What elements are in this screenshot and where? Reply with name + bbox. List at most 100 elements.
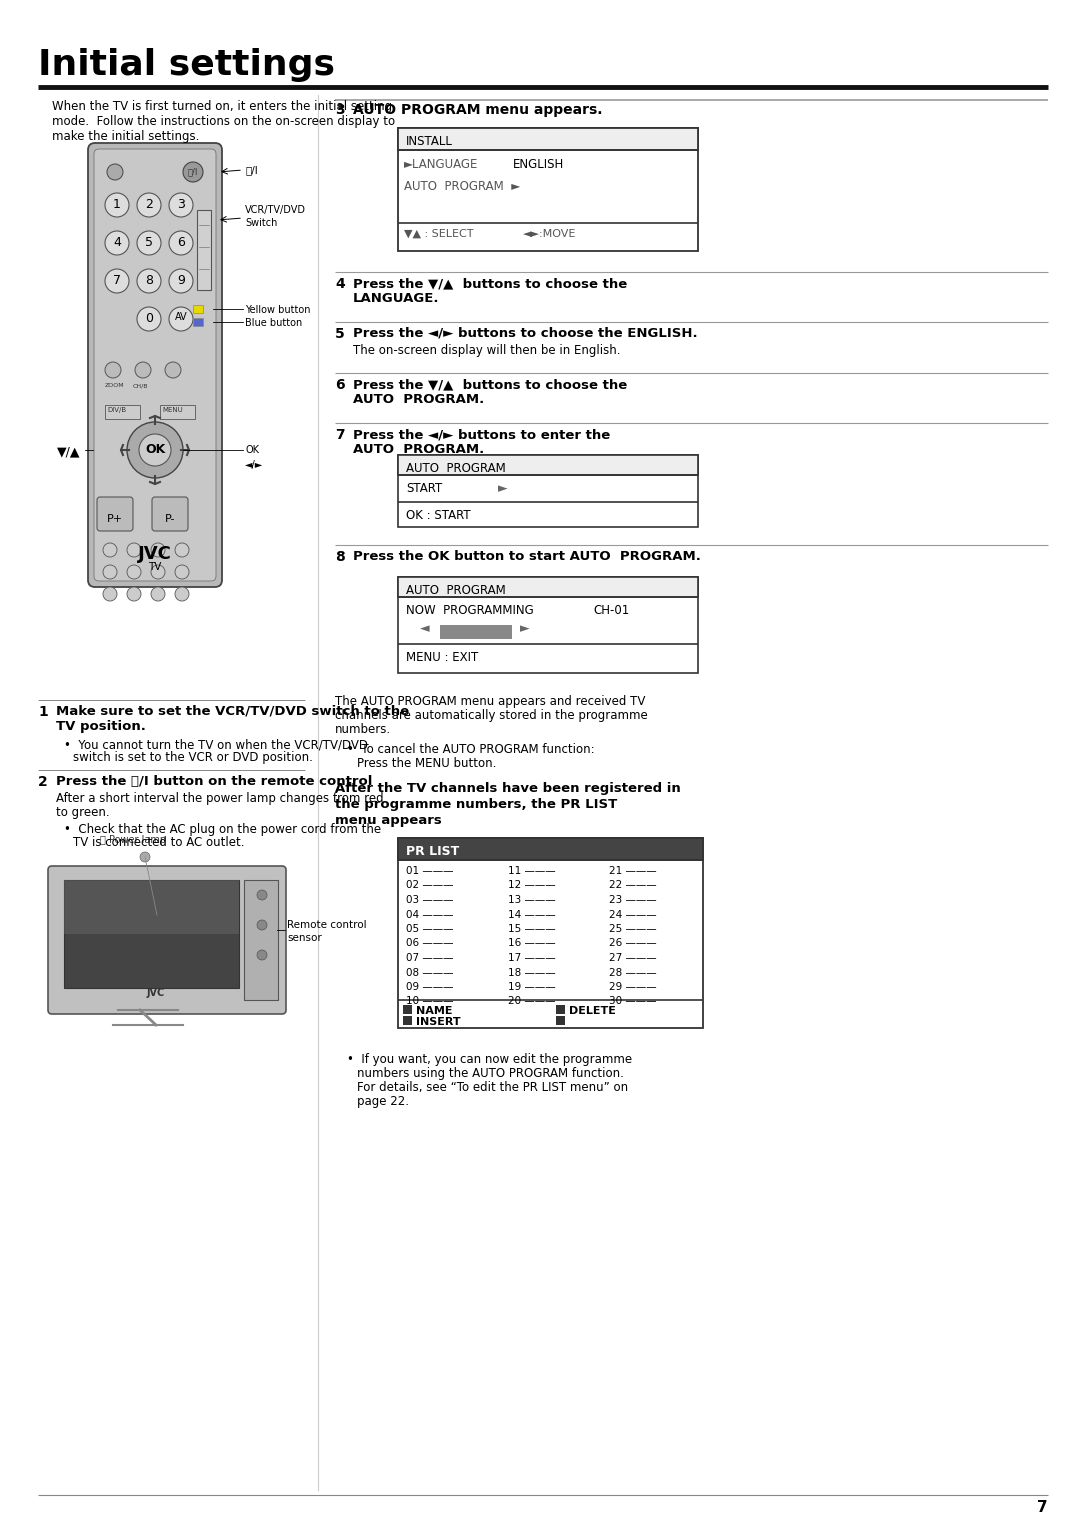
Text: TV is connected to AC outlet.: TV is connected to AC outlet.: [73, 836, 244, 848]
Text: 0: 0: [145, 311, 153, 325]
Bar: [64, 881, 239, 987]
Text: sensor: sensor: [287, 932, 322, 943]
Text: AUTO  PROGRAM.: AUTO PROGRAM.: [353, 394, 484, 406]
Text: AV: AV: [175, 311, 187, 322]
Text: 19 ———: 19 ———: [508, 983, 555, 992]
FancyBboxPatch shape: [94, 150, 216, 581]
Text: VCR/TV/DVD: VCR/TV/DVD: [245, 204, 306, 215]
Text: 8: 8: [335, 549, 345, 565]
Text: NOW  PROGRAMMING: NOW PROGRAMMING: [406, 604, 534, 617]
Text: ◄/►: ◄/►: [245, 459, 264, 470]
Text: AUTO  PROGRAM  ►: AUTO PROGRAM ►: [404, 180, 521, 192]
Circle shape: [175, 565, 189, 578]
Text: ►: ►: [498, 482, 508, 494]
Bar: [440, 626, 512, 639]
Text: 20 ———: 20 ———: [508, 996, 555, 1007]
Circle shape: [168, 230, 193, 255]
Bar: [399, 128, 698, 150]
Text: 1: 1: [38, 705, 48, 719]
Text: INSTALL: INSTALL: [406, 134, 453, 148]
Text: After the TV channels have been registered in: After the TV channels have been register…: [335, 781, 680, 795]
Text: 8: 8: [145, 275, 153, 287]
Text: ⏽/I: ⏽/I: [245, 165, 258, 175]
Text: NAME: NAME: [416, 1006, 453, 1016]
Text: CH-01: CH-01: [593, 604, 630, 617]
Text: 4: 4: [335, 278, 345, 291]
Circle shape: [105, 362, 121, 378]
Circle shape: [168, 269, 193, 293]
Text: 1: 1: [113, 198, 121, 211]
Bar: [403, 1016, 411, 1025]
Text: 16 ———: 16 ———: [508, 938, 555, 949]
Text: For details, see “To edit the PR LIST menu” on: For details, see “To edit the PR LIST me…: [357, 1080, 629, 1094]
Circle shape: [103, 565, 117, 578]
Text: page 22.: page 22.: [357, 1096, 409, 1108]
Text: TV position.: TV position.: [56, 720, 146, 732]
Text: ▼/▲: ▼/▲: [57, 446, 81, 458]
Text: 10 ———: 10 ———: [406, 996, 454, 1007]
Text: ◄: ◄: [420, 623, 430, 635]
Text: 03 ———: 03 ———: [406, 896, 454, 905]
Bar: [64, 881, 239, 934]
Text: 7: 7: [1038, 1500, 1048, 1515]
Circle shape: [127, 588, 141, 601]
Text: numbers.: numbers.: [335, 723, 391, 736]
Text: ►: ►: [519, 623, 529, 635]
Circle shape: [168, 307, 193, 331]
Text: OK: OK: [245, 446, 259, 455]
Text: CH/B: CH/B: [133, 383, 149, 388]
Text: The AUTO PROGRAM menu appears and received TV: The AUTO PROGRAM menu appears and receiv…: [335, 694, 646, 708]
FancyBboxPatch shape: [48, 865, 286, 1013]
Text: AUTO  PROGRAM: AUTO PROGRAM: [406, 584, 505, 597]
Text: Press the ▼/▲  buttons to choose the: Press the ▼/▲ buttons to choose the: [353, 378, 627, 391]
Text: Switch: Switch: [245, 218, 278, 227]
Text: Yellow button: Yellow button: [245, 305, 311, 314]
Circle shape: [175, 588, 189, 601]
Text: Initial settings: Initial settings: [38, 47, 335, 82]
FancyBboxPatch shape: [97, 497, 133, 531]
Text: 6: 6: [177, 237, 185, 249]
Text: Make sure to set the VCR/TV/DVD switch to the: Make sure to set the VCR/TV/DVD switch t…: [56, 705, 409, 719]
Text: 7: 7: [113, 275, 121, 287]
FancyBboxPatch shape: [87, 143, 222, 588]
Text: ⏽ Power lamp: ⏽ Power lamp: [100, 835, 166, 845]
Text: Press the ⏽/I button on the remote control: Press the ⏽/I button on the remote contr…: [56, 775, 373, 787]
Text: DELETE: DELETE: [568, 1006, 616, 1016]
Text: 7: 7: [335, 427, 345, 443]
Text: 08 ———: 08 ———: [406, 967, 454, 978]
Text: ZOOM: ZOOM: [105, 383, 124, 388]
Text: ENGLISH: ENGLISH: [513, 159, 564, 171]
Text: 05 ———: 05 ———: [406, 925, 454, 934]
Circle shape: [140, 852, 150, 862]
Bar: [399, 128, 698, 250]
Text: Press the ◄/► buttons to choose the ENGLISH.: Press the ◄/► buttons to choose the ENGL…: [353, 327, 698, 340]
Text: 25 ———: 25 ———: [609, 925, 657, 934]
Text: ▼▲ : SELECT: ▼▲ : SELECT: [404, 229, 473, 240]
Text: ◄►:MOVE: ◄►:MOVE: [523, 229, 577, 240]
Text: LANGUAGE.: LANGUAGE.: [353, 291, 440, 305]
Text: P+: P+: [107, 514, 123, 523]
Text: PR LIST: PR LIST: [406, 845, 459, 858]
Text: TV: TV: [148, 562, 162, 572]
Text: 29 ———: 29 ———: [609, 983, 657, 992]
Circle shape: [137, 230, 161, 255]
FancyBboxPatch shape: [152, 497, 188, 531]
Circle shape: [105, 230, 129, 255]
Circle shape: [257, 890, 267, 900]
Circle shape: [151, 565, 165, 578]
Text: OK: OK: [145, 443, 165, 456]
Text: Press the ▼/▲  buttons to choose the: Press the ▼/▲ buttons to choose the: [353, 278, 627, 290]
Text: 15 ———: 15 ———: [508, 925, 555, 934]
Text: 26 ———: 26 ———: [609, 938, 657, 949]
Text: 2: 2: [38, 775, 48, 789]
Text: 04 ———: 04 ———: [406, 909, 454, 920]
Circle shape: [165, 362, 181, 378]
Circle shape: [103, 588, 117, 601]
Text: switch is set to the VCR or DVD position.: switch is set to the VCR or DVD position…: [73, 751, 313, 765]
Bar: [105, 404, 140, 420]
Circle shape: [127, 565, 141, 578]
Text: 5: 5: [335, 327, 345, 340]
Text: •  Check that the AC plug on the power cord from the: • Check that the AC plug on the power co…: [64, 823, 381, 836]
Bar: [399, 455, 698, 526]
Text: 3: 3: [177, 198, 185, 211]
